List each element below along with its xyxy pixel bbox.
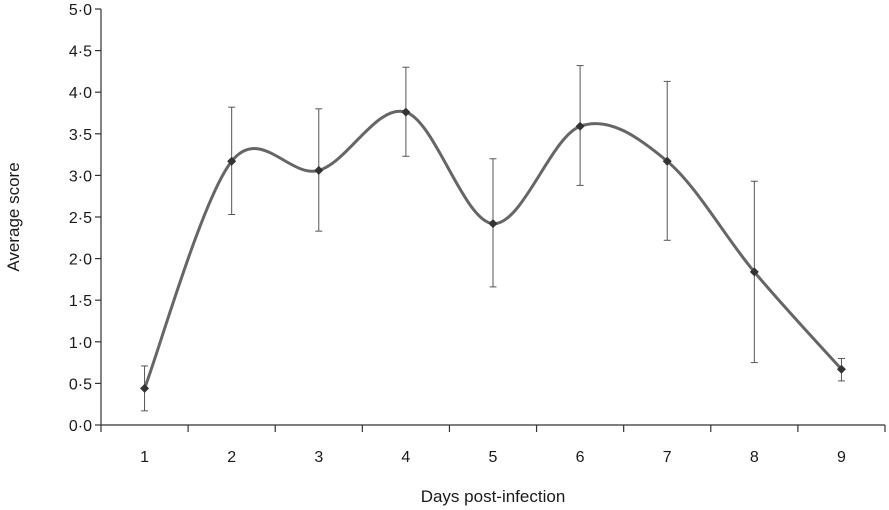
y-tick-label: 2·0	[69, 252, 92, 269]
error-bars	[141, 65, 845, 412]
x-tick-label: 3	[314, 449, 323, 466]
y-axis: 0·0 0·5 1·0 1·5 2·0 2·5 3·0 3·5 4·0 4·5 5·0	[69, 2, 102, 435]
y-tick-label: 1·0	[69, 335, 92, 352]
data-series	[140, 107, 846, 393]
x-tick-label: 1	[140, 449, 149, 466]
x-tick-label: 5	[489, 449, 498, 466]
x-axis-title: Days post-infection	[421, 487, 566, 506]
data-point	[227, 156, 237, 166]
x-axis: 1 2 3 4 5 6 7 8 9	[100, 424, 886, 466]
y-tick-label: 0·5	[69, 376, 92, 393]
data-point	[488, 219, 498, 229]
data-point	[575, 121, 585, 131]
y-tick-label: 3·5	[69, 127, 92, 144]
x-tick-label: 9	[837, 449, 846, 466]
x-tick-label: 7	[663, 449, 672, 466]
y-tick-label: 2·5	[69, 210, 92, 227]
x-tick-label: 6	[576, 449, 585, 466]
y-tick-label: 5·0	[69, 2, 92, 19]
y-tick-label: 4·0	[69, 85, 92, 102]
data-point	[836, 364, 846, 374]
data-point	[749, 267, 759, 277]
data-point	[662, 156, 672, 166]
x-tick-label: 8	[750, 449, 759, 466]
y-axis-title: Average score	[4, 162, 23, 271]
y-tick-label: 1·5	[69, 293, 92, 310]
data-point	[314, 165, 324, 175]
data-point	[401, 107, 411, 117]
y-tick-label: 4·5	[69, 44, 92, 61]
x-tick-label: 2	[227, 449, 236, 466]
x-tick-label: 4	[401, 449, 410, 466]
series-line	[143, 109, 843, 389]
y-tick-label: 0·0	[69, 418, 92, 435]
y-tick-label: 3·0	[69, 168, 92, 185]
data-point	[140, 383, 150, 393]
